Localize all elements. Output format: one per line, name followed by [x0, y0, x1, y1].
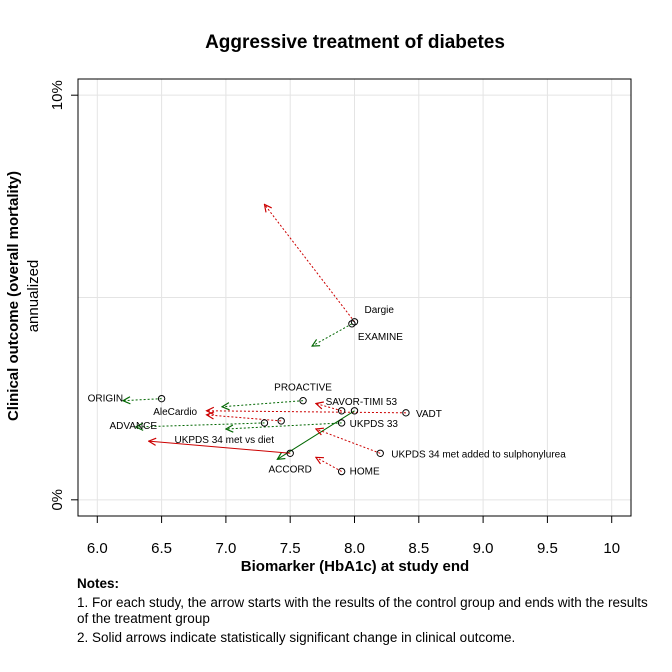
x-tick-label: 6.0 [87, 540, 108, 557]
study-label: HOME [350, 466, 380, 477]
x-tick-label: 7.5 [280, 540, 301, 557]
point-accord [286, 449, 294, 457]
y-axis-subtitle: annualized [25, 260, 42, 333]
point-ukpds-33 [337, 419, 346, 427]
x-tick-label: 9.0 [473, 540, 494, 557]
arrow-ukpds-34-met-added-to-sulphonylurea [316, 429, 381, 454]
study-label: UKPDS 34 met vs diet [175, 435, 275, 446]
x-axis-title: Biomarker (HbA1c) at study end [241, 558, 469, 575]
point-alecardio [277, 417, 285, 425]
x-tick-label: 8.0 [344, 540, 365, 557]
x-tick-label: 6.5 [151, 540, 172, 557]
y-tick-label: 0% [49, 489, 66, 511]
point-vadt [402, 409, 410, 417]
arrow-home [316, 457, 342, 472]
y-axis-title: Clinical outcome (overall mortality) [5, 171, 22, 421]
x-tick-label: 8.5 [408, 540, 429, 557]
study-label: SAVOR-TIMI 53 [326, 397, 398, 408]
x-tick-label: 7.0 [215, 540, 236, 557]
point-home [337, 467, 346, 476]
arrow-ukpds-33 [226, 422, 342, 429]
study-label: UKPDS 33 [350, 419, 399, 430]
arrow-accord [149, 441, 291, 454]
label-layer: Dargie EXAMINE PROACTIVE SAVOR-TIMI 53 VADT O… [88, 305, 567, 478]
grid-layer [78, 79, 631, 516]
study-label: ORIGIN [88, 394, 124, 405]
point-advance [260, 419, 269, 427]
study-label: Dargie [365, 305, 395, 316]
point-ukpds-34-met-vs-diet [350, 407, 359, 415]
notes-line-2: 2. Solid arrows indicate statistically s… [77, 630, 516, 645]
arrow-advance [136, 422, 265, 427]
study-label: VADT [416, 409, 442, 420]
x-axis: 6.0 6.5 7.0 7.5 8.0 8.5 9.0 9.5 10 [87, 516, 620, 557]
point-proactive [299, 396, 307, 405]
chart-title: Aggressive treatment of diabetes [205, 32, 505, 53]
arrow-vadt [207, 411, 406, 413]
arrow-alecardio [207, 415, 282, 422]
point-origin [157, 394, 166, 403]
arrow-dargie [264, 204, 355, 323]
study-label: ACCORD [269, 464, 312, 475]
point-savor-timi-53 [337, 407, 346, 415]
notes-line-1: 1. For each study, the arrow starts with… [77, 595, 648, 626]
notes-title: Notes: [77, 576, 120, 591]
x-tick-label: 9.5 [537, 540, 558, 557]
study-label: EXAMINE [358, 332, 403, 343]
arrow-layer [123, 204, 406, 472]
study-label: AleCardio [153, 407, 197, 418]
point-examine [348, 320, 356, 328]
study-label: ADVANCE [109, 421, 157, 432]
point-ukpds-34-met-added-to-sulphonylurea [376, 449, 384, 457]
arrow-examine [312, 323, 353, 346]
arrow-savor-timi-53 [316, 404, 342, 412]
y-tick-label: 10% [49, 80, 66, 110]
arrow-ukpds-34-met-vs-diet [277, 410, 355, 460]
notes: Notes: 1. For each study, the arrow star… [77, 576, 662, 649]
arrow-proactive [222, 400, 304, 407]
study-label: UKPDS 34 met added to sulphonylurea [391, 449, 566, 460]
arrow-origin [123, 399, 162, 401]
x-tick-label: 10 [603, 540, 620, 557]
study-label: PROACTIVE [274, 383, 332, 394]
y-axis: 0% 10% [49, 80, 78, 511]
point-layer [157, 318, 410, 476]
